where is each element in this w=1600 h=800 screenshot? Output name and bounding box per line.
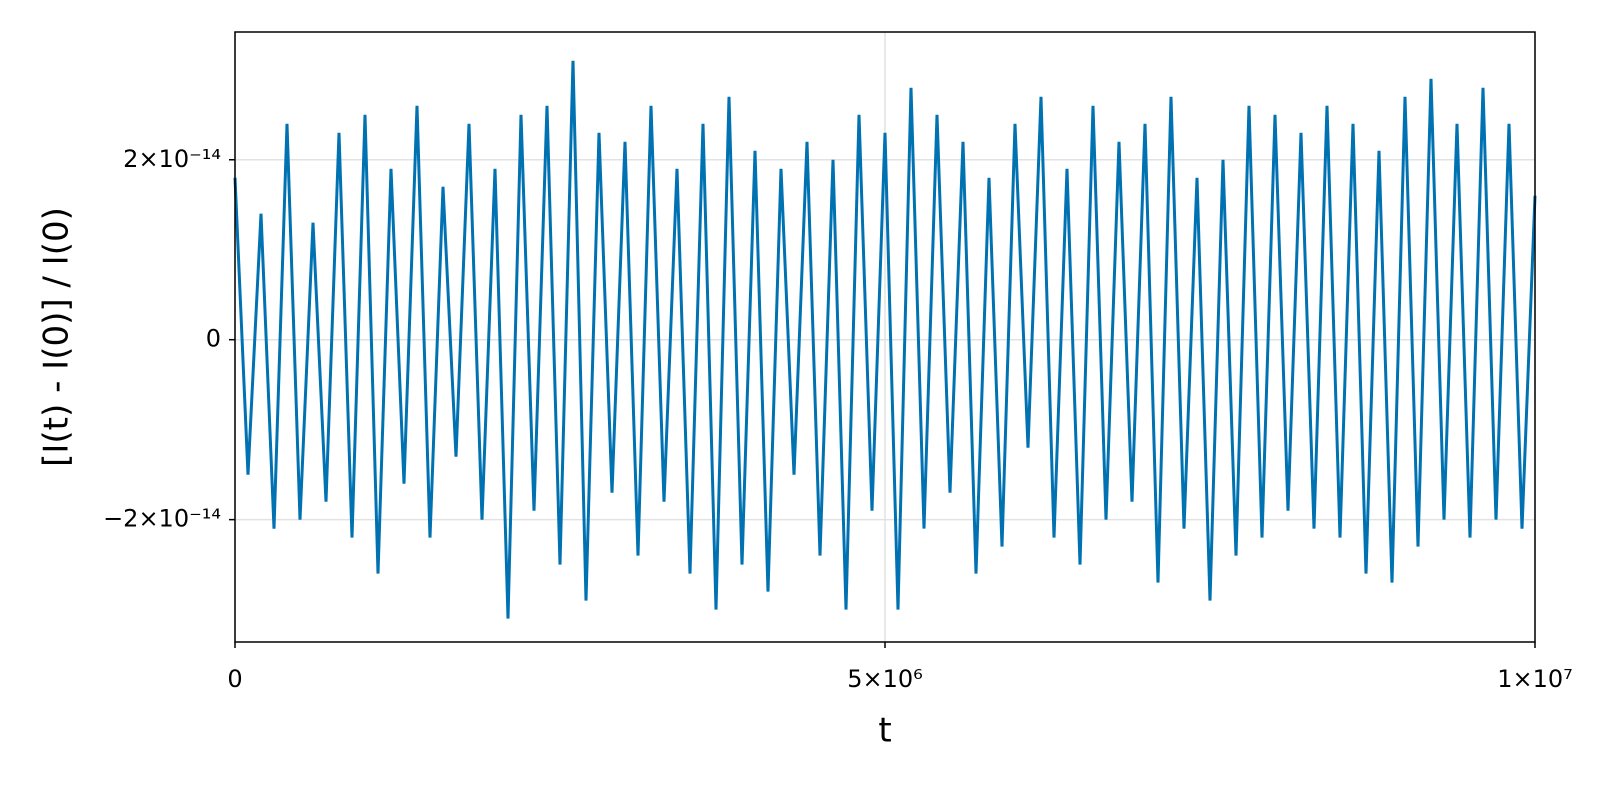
y-axis-label: [I(t) - I(0)] / I(0): [37, 207, 77, 467]
plot-frame: [234, 31, 1536, 643]
x-axis-label: t: [878, 711, 891, 751]
x-tick-label: 5×10⁶: [847, 665, 923, 693]
y-tick-label: −2×10⁻¹⁴: [103, 505, 221, 533]
data-line: [233, 60, 1537, 619]
x-tick-label: 1×10⁷: [1497, 665, 1573, 693]
x-tick-label: 0: [227, 665, 242, 693]
y-tick-label: 0: [206, 325, 221, 353]
y-tick-label: 2×10⁻¹⁴: [123, 145, 221, 173]
